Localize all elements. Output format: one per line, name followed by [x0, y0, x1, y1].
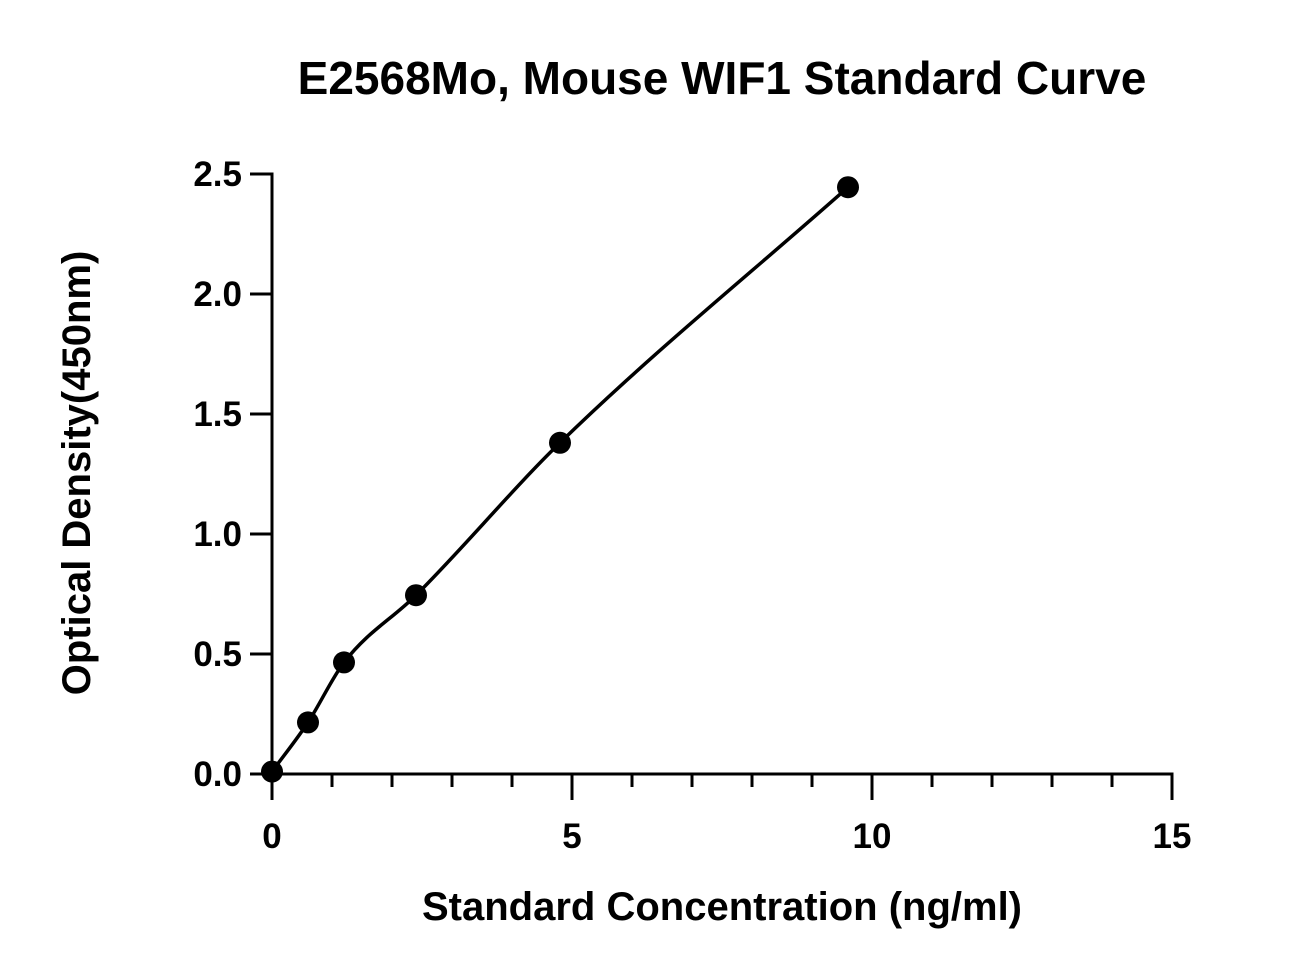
x-tick-label: 5 — [562, 817, 581, 856]
plot-area: 0.0 0.5 1.0 1.5 2.0 2.5 0 5 10 15 — [193, 155, 1191, 856]
x-tick-label: 10 — [853, 817, 892, 856]
y-tick-label: 2.5 — [193, 155, 242, 194]
data-point — [837, 176, 859, 199]
y-axis-label: Optical Density(450nm) — [55, 251, 99, 696]
data-point — [333, 651, 355, 674]
chart-title: E2568Mo, Mouse WIF1 Standard Curve — [298, 52, 1147, 104]
x-axis-label: Standard Concentration (ng/ml) — [422, 885, 1022, 929]
fit-curve-layer — [270, 185, 850, 774]
data-point — [297, 711, 319, 734]
x-tick-label: 0 — [262, 817, 281, 856]
y-tick-label: 0.0 — [193, 755, 242, 794]
data-point — [549, 431, 571, 454]
x-tick-label: 15 — [1153, 817, 1192, 856]
data-point — [405, 584, 427, 607]
tick-labels-layer: 0.0 0.5 1.0 1.5 2.0 2.5 0 5 10 15 — [193, 155, 1191, 856]
data-points-layer — [261, 176, 859, 783]
y-tick-label: 1.5 — [193, 395, 242, 434]
y-tick-label: 1.0 — [193, 515, 242, 554]
y-tick-label: 0.5 — [193, 635, 242, 674]
fit-curve — [270, 185, 850, 774]
axes-layer — [250, 172, 1174, 800]
y-tick-label: 2.0 — [193, 275, 242, 314]
